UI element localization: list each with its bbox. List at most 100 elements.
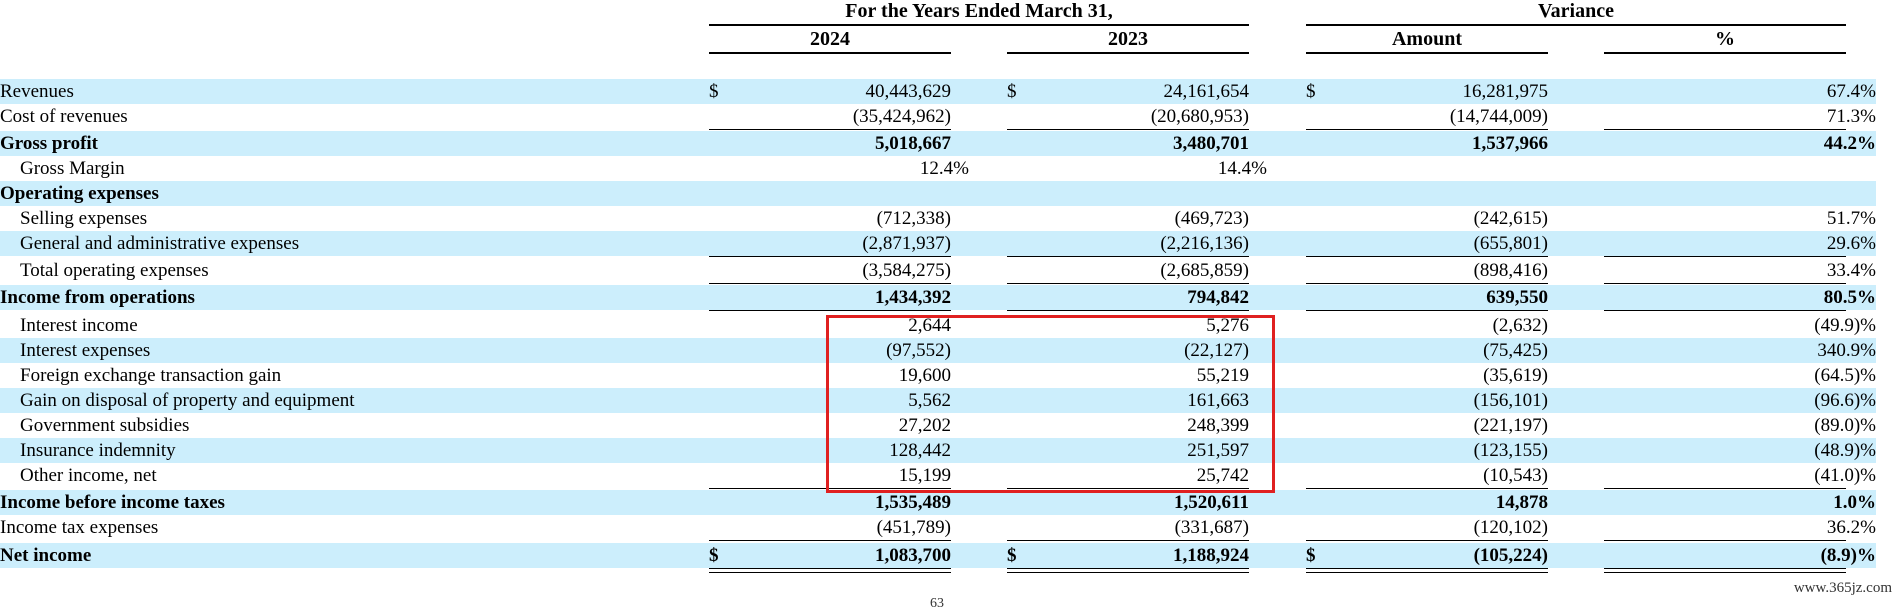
col-rule-2024 — [709, 52, 951, 54]
value-2023: 25,742 — [1196, 465, 1249, 486]
table-row-total-operating-expenses: Total operating expenses (3,584,275) (2,… — [0, 258, 1876, 283]
value-2024: (451,789) — [876, 517, 951, 538]
subtotal-rule — [1604, 540, 1846, 541]
subtotal-rule — [1604, 488, 1846, 489]
value-pct: 1.0% — [1833, 492, 1876, 513]
value-2024: (3,584,275) — [862, 260, 951, 281]
table-row-interest-expenses: Interest expenses (97,552) (22,127) (75,… — [0, 338, 1876, 363]
value-2024: (97,552) — [886, 340, 951, 361]
total-double-rule — [1306, 568, 1548, 573]
variance-header-rule — [1306, 24, 1846, 26]
value-2023: (2,685,859) — [1160, 260, 1249, 281]
table-row-foreign-exchange-gain: Foreign exchange transaction gain 19,600… — [0, 363, 1876, 388]
subtotal-rule — [709, 540, 951, 541]
table-row-general-admin-expenses: General and administrative expenses (2,8… — [0, 231, 1876, 256]
value-amount: (75,425) — [1483, 340, 1548, 361]
value-2023: (20,680,953) — [1150, 106, 1249, 127]
col-header-2024: 2024 — [810, 28, 850, 50]
table-row-insurance-indemnity: Insurance indemnity 128,442 251,597 (123… — [0, 438, 1876, 463]
value-2024: 15,199 — [898, 465, 951, 486]
value-pct: 36.2% — [1826, 517, 1876, 538]
value-2024: 27,202 — [898, 415, 951, 436]
value-2024: 19,600 — [898, 365, 951, 386]
subtotal-rule — [709, 283, 951, 284]
value-2024: 1,083,700 — [875, 545, 951, 566]
col-rule-2023 — [1007, 52, 1249, 54]
row-label: General and administrative expenses — [20, 233, 300, 254]
value-2024: 1,535,489 — [875, 492, 951, 513]
value-amount: (14,744,009) — [1449, 106, 1548, 127]
value-2023: (331,687) — [1174, 517, 1249, 538]
row-label: Interest expenses — [20, 340, 151, 361]
table-row-other-income: Other income, net 15,199 25,742 (10,543)… — [0, 463, 1876, 488]
currency-symbol: $ — [1306, 545, 1316, 566]
row-label: Income from operations — [0, 287, 195, 308]
value-amount: (655,801) — [1473, 233, 1548, 254]
value-amount: (105,224) — [1473, 545, 1548, 566]
value-2023: 248,399 — [1187, 415, 1249, 436]
subtotal-rule — [709, 310, 951, 311]
row-label: Other income, net — [20, 465, 157, 486]
currency-symbol: $ — [1306, 81, 1316, 102]
value-2024: 12.4% — [919, 158, 969, 179]
value-amount: (242,615) — [1473, 208, 1548, 229]
table-row-gross-profit: Gross profit 5,018,667 3,480,701 1,537,9… — [0, 131, 1876, 156]
subtotal-rule — [1604, 129, 1846, 130]
value-pct: (49.9)% — [1814, 315, 1876, 336]
row-label: Gross profit — [0, 133, 98, 154]
currency-symbol: $ — [1007, 545, 1017, 566]
subtotal-rule — [1007, 283, 1249, 284]
value-2023: (469,723) — [1174, 208, 1249, 229]
value-2023: 794,842 — [1187, 287, 1249, 308]
subtotal-rule — [1306, 256, 1548, 257]
row-label: Net income — [0, 545, 92, 566]
col-rule-pct — [1604, 52, 1846, 54]
subtotal-rule — [1306, 129, 1548, 130]
row-label: Selling expenses — [20, 208, 148, 229]
subtotal-rule — [1007, 540, 1249, 541]
period-header-rule — [709, 24, 1249, 26]
table-row-government-subsidies: Government subsidies 27,202 248,399 (221… — [0, 413, 1876, 438]
table-row-selling-expenses: Selling expenses (712,338) (469,723) (24… — [0, 206, 1876, 231]
value-2024: 5,562 — [908, 390, 951, 411]
value-pct: (96.6)% — [1814, 390, 1876, 411]
value-pct: 67.4% — [1826, 81, 1876, 102]
highlight-box — [826, 315, 1275, 493]
col-rule-amount — [1306, 52, 1548, 54]
row-label: Cost of revenues — [0, 106, 128, 127]
value-2023: (2,216,136) — [1160, 233, 1249, 254]
value-pct: 340.9% — [1817, 340, 1876, 361]
value-2023: 24,161,654 — [1163, 81, 1250, 102]
subtotal-rule — [709, 256, 951, 257]
table-row-income-from-operations: Income from operations 1,434,392 794,842… — [0, 285, 1876, 310]
value-2023: 1,188,924 — [1173, 545, 1249, 566]
subtotal-rule — [1007, 488, 1249, 489]
row-label: Interest income — [20, 315, 138, 336]
table-row-gross-margin: Gross Margin 12.4% 14.4% — [0, 156, 1876, 181]
value-amount: (156,101) — [1473, 390, 1548, 411]
subtotal-rule — [709, 488, 951, 489]
table-row-interest-income: Interest income 2,644 5,276 (2,632) (49.… — [0, 313, 1876, 338]
subtotal-rule — [1306, 283, 1548, 284]
row-label: Insurance indemnity — [20, 440, 176, 461]
subtotal-rule — [1306, 540, 1548, 541]
value-pct: 71.3% — [1826, 106, 1876, 127]
value-2023: 251,597 — [1187, 440, 1249, 461]
subtotal-rule — [709, 129, 951, 130]
subtotal-rule — [1306, 488, 1548, 489]
row-label: Gross Margin — [20, 158, 125, 179]
value-2024: (712,338) — [876, 208, 951, 229]
table-row-cost-of-revenues: Cost of revenues (35,424,962) (20,680,95… — [0, 104, 1876, 129]
value-2024: 1,434,392 — [875, 287, 951, 308]
row-label: Government subsidies — [20, 415, 190, 436]
subtotal-rule — [1306, 310, 1548, 311]
value-pct: (41.0)% — [1814, 465, 1876, 486]
value-pct: 80.5% — [1823, 287, 1876, 308]
value-pct: (48.9)% — [1814, 440, 1876, 461]
table-row-net-income: Net income $ 1,083,700 $ 1,188,924 $ (10… — [0, 543, 1876, 568]
period-header: For the Years Ended March 31, — [845, 0, 1113, 22]
value-2023: 161,663 — [1187, 390, 1249, 411]
value-pct: (64.5)% — [1814, 365, 1876, 386]
table-row-income-before-taxes: Income before income taxes 1,535,489 1,5… — [0, 490, 1876, 515]
row-label: Revenues — [0, 81, 74, 102]
